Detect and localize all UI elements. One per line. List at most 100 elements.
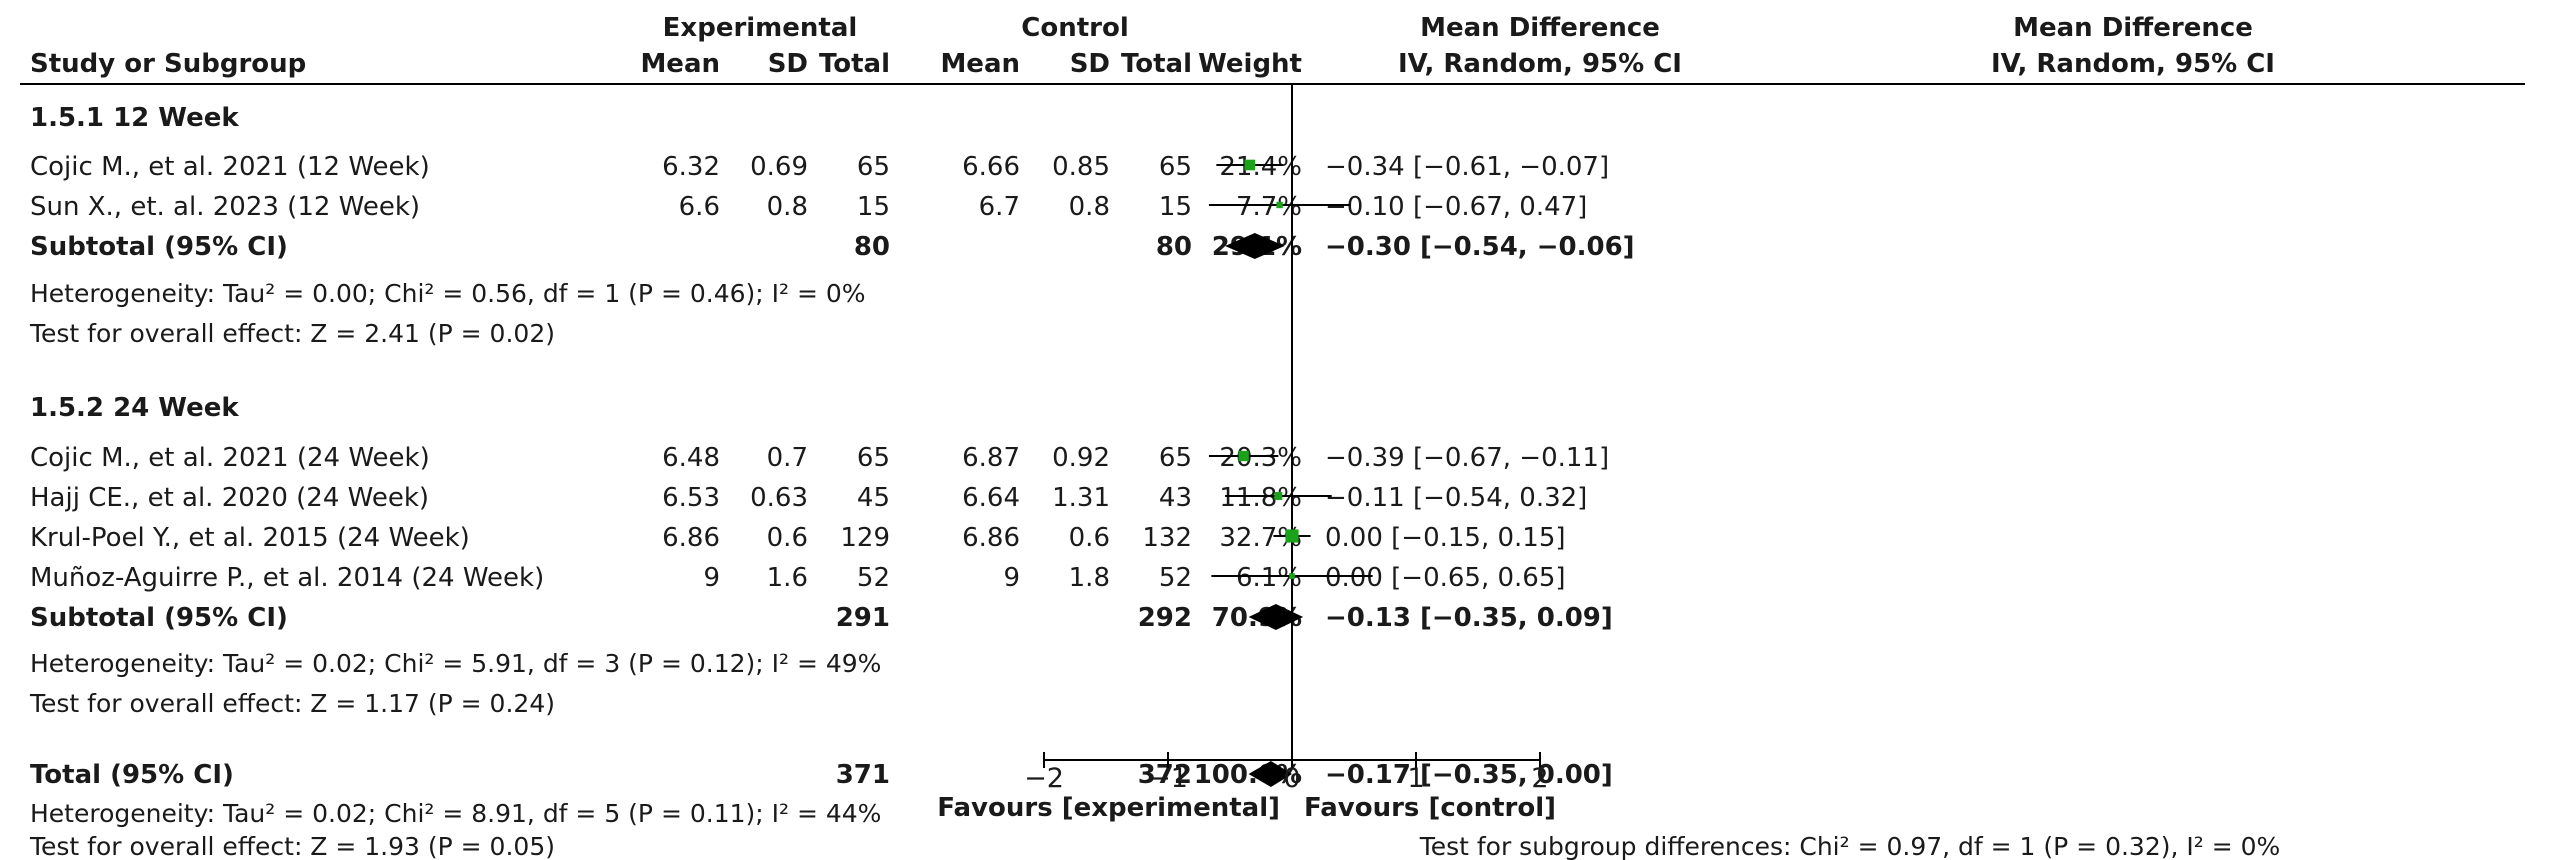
ctl-total: 15 bbox=[1159, 192, 1192, 222]
x-tick-label: 2 bbox=[1531, 763, 1548, 794]
plot-area: −2 −1 0 1 2 Favours [experimental] Favours [co… bbox=[937, 84, 1556, 823]
exp-sd: 0.8 bbox=[767, 192, 808, 222]
pooled-diamond bbox=[1248, 761, 1292, 787]
ctl-sd-header: SD bbox=[1070, 49, 1110, 79]
experimental-group-header: Experimental bbox=[663, 13, 858, 43]
study-point bbox=[1244, 159, 1256, 171]
mean-difference-header: Mean Difference bbox=[1420, 13, 1660, 43]
ctl-total: 132 bbox=[1142, 523, 1192, 553]
subtotal-row: Subtotal (95% CI) 291 292 70.9% −0.13 [−… bbox=[30, 603, 1613, 633]
subtotal-ctl-total: 292 bbox=[1138, 603, 1192, 633]
exp-total: 45 bbox=[857, 483, 890, 513]
pooled-diamond bbox=[1248, 604, 1304, 630]
exp-mean: 6.32 bbox=[662, 152, 720, 182]
exp-mean: 6.48 bbox=[662, 443, 720, 473]
subtotal-exp-total: 80 bbox=[854, 232, 890, 262]
ctl-sd: 1.8 bbox=[1069, 563, 1110, 593]
exp-mean: 6.6 bbox=[679, 192, 720, 222]
favours-control-label: Favours [control] bbox=[1304, 793, 1556, 823]
ctl-mean: 6.86 bbox=[962, 523, 1020, 553]
total-exp-total: 371 bbox=[836, 760, 890, 790]
exp-total: 129 bbox=[840, 523, 890, 553]
subtotal-ci: −0.30 [−0.54, −0.06] bbox=[1325, 232, 1635, 262]
table-row: Cojic M., et al. 2021 (12 Week) 6.32 0.6… bbox=[30, 152, 1609, 182]
exp-sd: 0.63 bbox=[750, 483, 808, 513]
subtotal-row: Subtotal (95% CI) 80 80 29.1% −0.30 [−0.… bbox=[30, 232, 1635, 262]
table-row: Muñoz-Aguirre P., et al. 2014 (24 Week) … bbox=[30, 563, 1566, 593]
exp-sd: 1.6 bbox=[767, 563, 808, 593]
plot-mean-difference-header: Mean Difference bbox=[2013, 13, 2253, 43]
weight: 20.3% bbox=[1219, 443, 1302, 473]
subtotal-ctl-total: 80 bbox=[1156, 232, 1192, 262]
exp-sd: 0.6 bbox=[767, 523, 808, 553]
study-name: Sun X., et. al. 2023 (12 Week) bbox=[30, 192, 420, 222]
ctl-total: 65 bbox=[1159, 443, 1192, 473]
study-point bbox=[1238, 450, 1249, 462]
total-row: Total (95% CI) 371 372 100.0% −0.17 [−0.… bbox=[30, 760, 1613, 790]
x-tick-label: −2 bbox=[1024, 763, 1064, 794]
effect-ci: −0.10 [−0.67, 0.47] bbox=[1325, 192, 1587, 222]
exp-mean: 9 bbox=[703, 563, 720, 593]
overall-effect-text: Test for overall effect: Z = 1.17 (P = 0… bbox=[29, 689, 555, 718]
ctl-sd: 1.31 bbox=[1052, 483, 1110, 513]
ctl-total: 43 bbox=[1159, 483, 1192, 513]
ctl-total-header: Total bbox=[1121, 49, 1192, 79]
x-tick-label: 0 bbox=[1283, 763, 1300, 794]
effect-ci: 0.00 [−0.65, 0.65] bbox=[1325, 563, 1566, 593]
weight: 7.7% bbox=[1236, 192, 1302, 222]
exp-total: 15 bbox=[857, 192, 890, 222]
weight-header: Weight bbox=[1198, 49, 1302, 79]
ctl-sd: 0.6 bbox=[1069, 523, 1110, 553]
subtotal-label: Subtotal (95% CI) bbox=[30, 232, 288, 262]
ctl-mean: 6.7 bbox=[979, 192, 1020, 222]
exp-total: 52 bbox=[857, 563, 890, 593]
x-tick-label: −1 bbox=[1148, 763, 1188, 794]
total-heterogeneity-text: Heterogeneity: Tau² = 0.02; Chi² = 8.91,… bbox=[30, 799, 881, 828]
exp-mean-header: Mean bbox=[640, 49, 720, 79]
ctl-total: 52 bbox=[1159, 563, 1192, 593]
subgroup-title: 1.5.1 12 Week bbox=[30, 103, 239, 133]
favours-experimental-label: Favours [experimental] bbox=[937, 793, 1280, 823]
control-group-header: Control bbox=[1021, 13, 1128, 43]
ctl-mean: 6.87 bbox=[962, 443, 1020, 473]
overall-effect-text: Test for overall effect: Z = 2.41 (P = 0… bbox=[29, 319, 555, 348]
ctl-mean: 9 bbox=[1003, 563, 1020, 593]
exp-sd: 0.69 bbox=[750, 152, 808, 182]
study-point bbox=[1289, 573, 1295, 579]
weight: 11.8% bbox=[1219, 483, 1302, 513]
ctl-sd: 0.8 bbox=[1069, 192, 1110, 222]
exp-mean: 6.53 bbox=[662, 483, 720, 513]
weight: 21.4% bbox=[1219, 152, 1302, 182]
total-ctl-total: 372 bbox=[1138, 760, 1192, 790]
ctl-sd: 0.92 bbox=[1052, 443, 1110, 473]
ctl-sd: 0.85 bbox=[1052, 152, 1110, 182]
study-point bbox=[1274, 492, 1283, 500]
study-name: Cojic M., et al. 2021 (12 Week) bbox=[30, 152, 430, 182]
table-header: Experimental Control Mean Difference Mea… bbox=[30, 13, 2275, 79]
study-column-header: Study or Subgroup bbox=[30, 49, 306, 79]
study-name: Muñoz-Aguirre P., et al. 2014 (24 Week) bbox=[30, 563, 544, 593]
study-point bbox=[1276, 201, 1283, 209]
exp-total: 65 bbox=[857, 152, 890, 182]
exp-sd-header: SD bbox=[768, 49, 808, 79]
x-tick-label: 1 bbox=[1407, 763, 1424, 794]
subtotal-ci: −0.13 [−0.35, 0.09] bbox=[1325, 603, 1613, 633]
total-overall-effect-text: Test for overall effect: Z = 1.93 (P = 0… bbox=[29, 832, 555, 860]
study-name: Hajj CE., et al. 2020 (24 Week) bbox=[30, 483, 429, 513]
ctl-total: 65 bbox=[1159, 152, 1192, 182]
exp-sd: 0.7 bbox=[767, 443, 808, 473]
exp-total: 65 bbox=[857, 443, 890, 473]
total-ci: −0.17 [−0.35, 0.00] bbox=[1325, 760, 1613, 790]
subgroup-difference-text: Test for subgroup differences: Chi² = 0.… bbox=[1419, 832, 2281, 860]
ci-method-header: IV, Random, 95% CI bbox=[1398, 49, 1682, 79]
pooled-diamond bbox=[1225, 233, 1285, 259]
subgroup-title: 1.5.2 24 Week bbox=[30, 393, 239, 423]
heterogeneity-text: Heterogeneity: Tau² = 0.00; Chi² = 0.56,… bbox=[30, 279, 866, 308]
table-row: Hajj CE., et al. 2020 (24 Week) 6.53 0.6… bbox=[30, 483, 1587, 513]
effect-ci: −0.11 [−0.54, 0.32] bbox=[1325, 483, 1587, 513]
ctl-mean: 6.64 bbox=[962, 483, 1020, 513]
study-name: Krul-Poel Y., et al. 2015 (24 Week) bbox=[30, 523, 470, 553]
subtotal-label: Subtotal (95% CI) bbox=[30, 603, 288, 633]
effect-ci: 0.00 [−0.15, 0.15] bbox=[1325, 523, 1566, 553]
